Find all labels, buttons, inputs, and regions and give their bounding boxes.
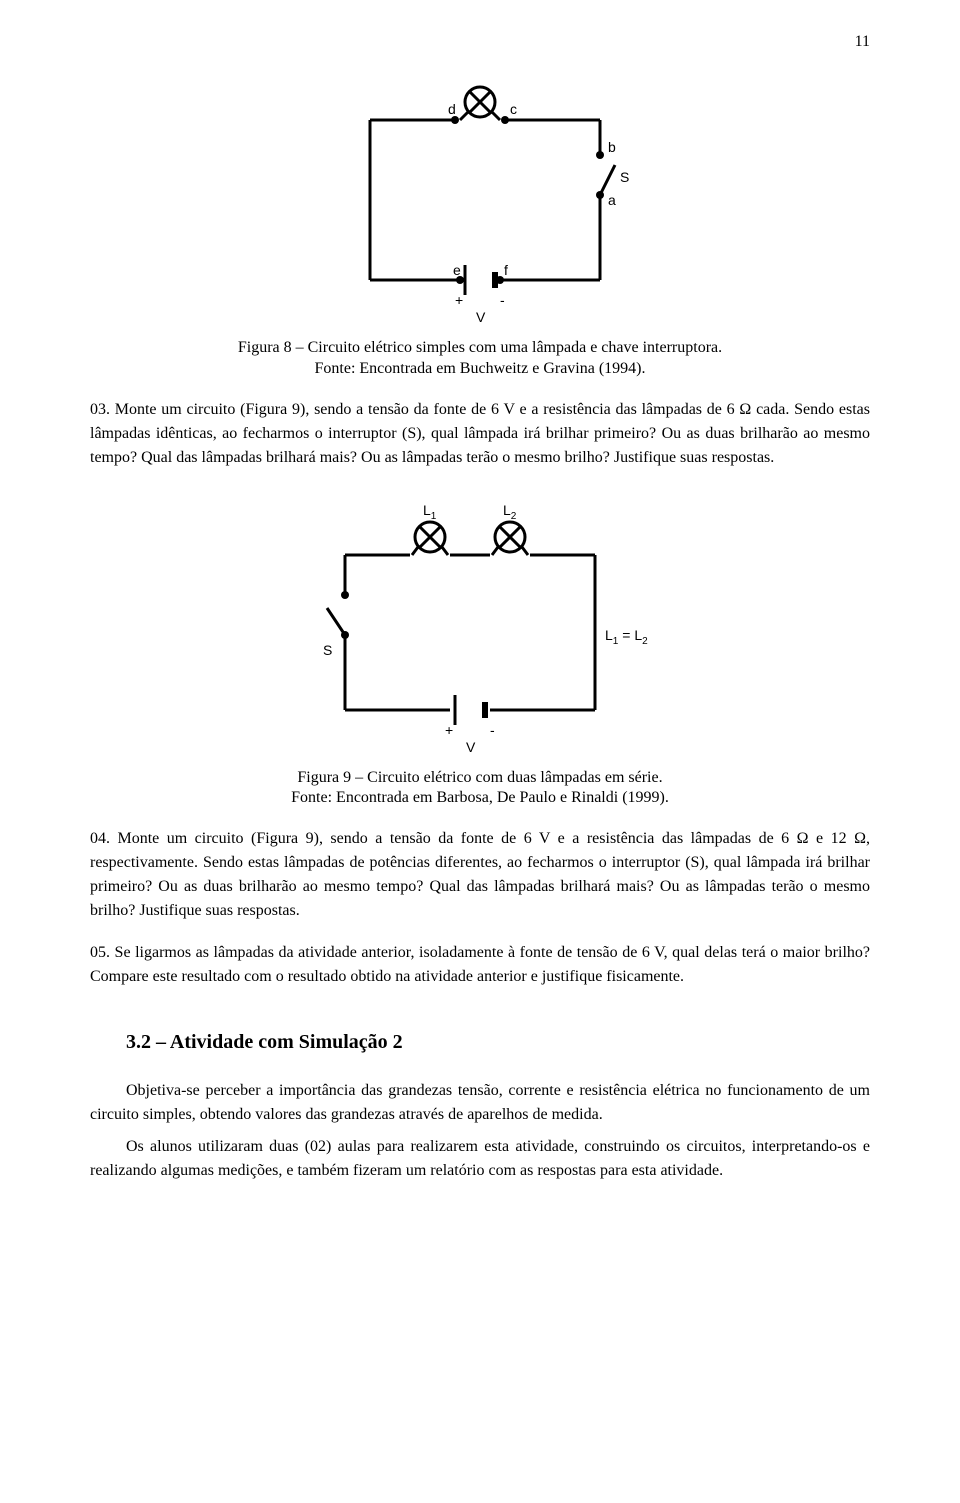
page-number: 11 bbox=[855, 30, 870, 54]
label-L2-sub: 2 bbox=[511, 511, 517, 522]
label-S-fig9: S bbox=[323, 642, 332, 658]
svg-text:L1: L1 bbox=[423, 502, 437, 522]
figure-9-caption-line1: Figura 9 – Circuito elétrico com duas lâ… bbox=[297, 769, 662, 786]
label-L1: L bbox=[423, 502, 431, 518]
label-S: S bbox=[620, 169, 629, 185]
circuit-figure-9-svg: L1 L2 S L1 = L2 + - V bbox=[285, 500, 675, 760]
label-e: e bbox=[453, 262, 461, 278]
label-b: b bbox=[608, 139, 616, 155]
label-c: c bbox=[510, 101, 517, 117]
label-L1-sub: 1 bbox=[431, 511, 437, 522]
svg-text:L2: L2 bbox=[503, 502, 517, 522]
svg-text:L1 = L2: L1 = L2 bbox=[605, 627, 648, 647]
label-eq-sub2: 2 bbox=[642, 636, 648, 647]
label-minus-fig9: - bbox=[490, 722, 495, 738]
figure-9: L1 L2 S L1 = L2 + - V Figura 9 – Circuit… bbox=[90, 500, 870, 810]
heading-3-2: 3.2 – Atividade com Simulação 2 bbox=[126, 1027, 870, 1057]
label-V-fig9: V bbox=[466, 739, 476, 755]
figure-8-caption-line2: Fonte: Encontrada em Buchweitz e Gravina… bbox=[315, 360, 646, 377]
label-eq-L1: L bbox=[605, 627, 613, 643]
figure-8-caption-line1: Figura 8 – Circuito elétrico simples com… bbox=[238, 339, 722, 356]
paragraph-objetivo: Objetiva-se perceber a importância das g… bbox=[90, 1079, 870, 1127]
circuit-figure-8-svg: d c b S a e f + - V bbox=[300, 70, 660, 330]
label-eq-mid: = L bbox=[618, 627, 642, 643]
label-f: f bbox=[504, 262, 508, 278]
label-a: a bbox=[608, 192, 616, 208]
paragraph-05: 05. Se ligarmos as lâmpadas da atividade… bbox=[90, 941, 870, 989]
label-minus: - bbox=[500, 292, 505, 308]
label-plus-fig9: + bbox=[445, 722, 453, 738]
paragraph-03: 03. Monte um circuito (Figura 9), sendo … bbox=[90, 398, 870, 470]
paragraph-04: 04. Monte um circuito (Figura 9), sendo … bbox=[90, 827, 870, 923]
figure-8: d c b S a e f + - V Figura 8 – Circuito … bbox=[90, 70, 870, 380]
label-plus: + bbox=[455, 292, 463, 308]
figure-9-caption-line2: Fonte: Encontrada em Barbosa, De Paulo e… bbox=[291, 789, 669, 806]
paragraph-alunos: Os alunos utilizaram duas (02) aulas par… bbox=[90, 1135, 870, 1183]
label-d: d bbox=[448, 101, 456, 117]
label-L2: L bbox=[503, 502, 511, 518]
label-V: V bbox=[476, 309, 486, 325]
